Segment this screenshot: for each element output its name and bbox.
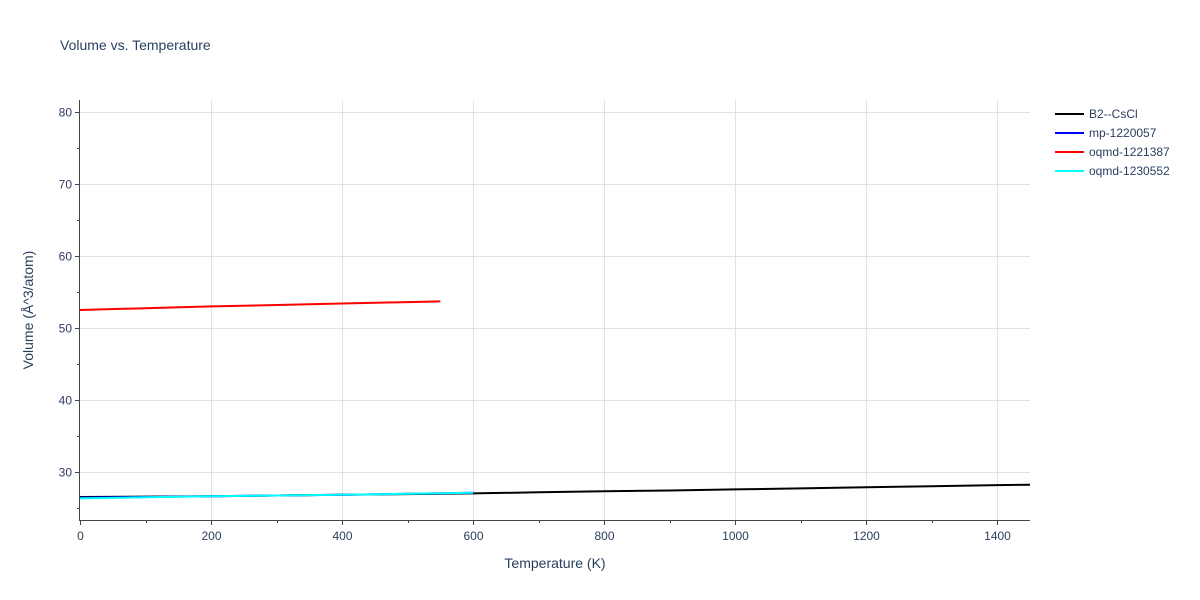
y-tick-label: 30 [59,466,73,480]
legend-label: B2--CsCl [1089,107,1138,121]
y-gridlines [80,112,1030,473]
legend: B2--CsCl mp-1220057 oqmd-1221387 oqmd-12305… [1055,107,1170,178]
x-axis-title: Temperature (K) [504,555,605,571]
x-tick-label: 400 [332,529,352,543]
legend-label: oqmd-1230552 [1089,164,1170,178]
y-tick-label: 70 [59,178,73,192]
x-ticks: 0 200 400 600 800 1000 1200 1400 [77,520,1011,543]
chart-title: Volume vs. Temperature [60,37,211,53]
y-tick-label: 80 [59,106,73,120]
series-layer [79,300,1031,500]
y-ticks: 30 40 50 60 70 80 [59,106,80,509]
x-gridlines [211,100,998,520]
legend-label: oqmd-1221387 [1089,145,1170,159]
series-line-oqmd-1230552 [79,491,474,500]
y-tick-label: 40 [59,394,73,408]
x-tick-label: 200 [201,529,221,543]
legend-label: mp-1220057 [1089,126,1157,140]
x-tick-label: 0 [77,529,84,543]
y-axis-title: Volume (Å^3/atom) [20,251,36,370]
series-line-oqmd-1221387 [79,300,441,311]
y-tick-label: 50 [59,322,73,336]
x-tick-label: 1000 [722,529,749,543]
y-tick-label: 60 [59,250,73,264]
plot-area [80,100,1030,520]
x-tick-label: 800 [594,529,614,543]
x-tick-label: 1200 [853,529,880,543]
x-tick-label: 1400 [984,529,1011,543]
x-tick-label: 600 [463,529,483,543]
